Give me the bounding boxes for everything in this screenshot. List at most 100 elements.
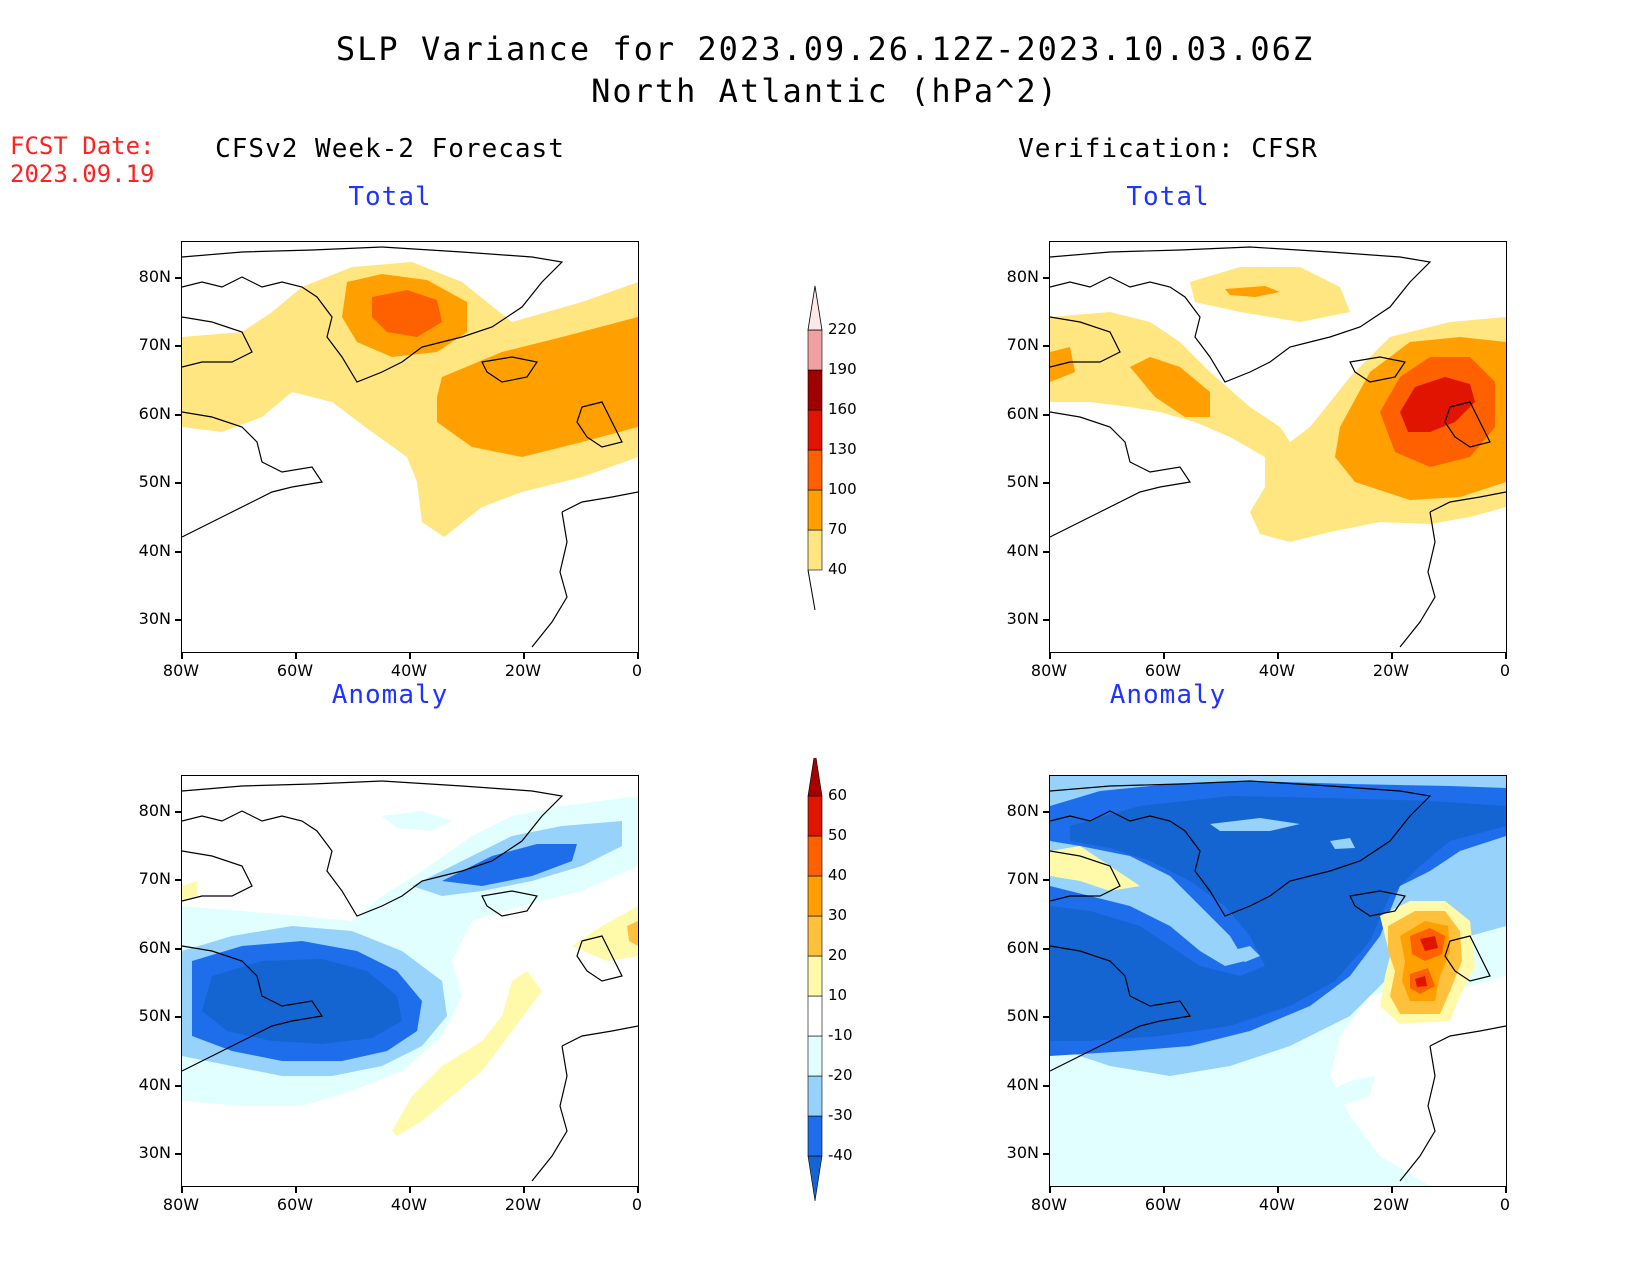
lat-tick bbox=[175, 277, 182, 279]
total-40-region bbox=[182, 262, 638, 537]
lat-tick bbox=[175, 482, 182, 484]
lat-tick bbox=[1043, 1085, 1050, 1087]
total-colorbar-tail bbox=[807, 569, 816, 611]
forecast-total-title: Total bbox=[348, 182, 432, 212]
lon-tick bbox=[523, 652, 525, 659]
lat-label: 80N bbox=[138, 801, 171, 820]
total-130-region bbox=[1400, 377, 1475, 432]
lat-tick bbox=[1043, 345, 1050, 347]
lon-label: 60W bbox=[1144, 1195, 1182, 1214]
verification-total-map bbox=[1049, 241, 1507, 653]
lat-tick bbox=[1043, 482, 1050, 484]
lon-tick bbox=[1505, 652, 1507, 659]
anomaly-colorbar-label: -10 bbox=[828, 1026, 853, 1044]
lat-tick bbox=[1043, 879, 1050, 881]
lat-tick bbox=[175, 1085, 182, 1087]
verification-anomaly-map bbox=[1049, 775, 1507, 1187]
verification-total-fields bbox=[1050, 246, 1506, 648]
anomaly-colorbar-bin bbox=[807, 955, 823, 997]
anomaly-colorbar-label: -40 bbox=[828, 1146, 853, 1164]
anomaly-colorbar-bin bbox=[807, 758, 823, 797]
lon-tick bbox=[1277, 1186, 1279, 1193]
lat-label: 60N bbox=[1006, 404, 1039, 423]
lon-label: 60W bbox=[276, 1195, 314, 1214]
verification-total-title: Total bbox=[1126, 182, 1210, 212]
fcst-date-label: FCST Date: bbox=[10, 132, 155, 160]
coastlines bbox=[182, 246, 638, 648]
total-colorbar-label: 130 bbox=[828, 440, 857, 458]
anomaly-colorbar-bin bbox=[807, 1035, 823, 1077]
total-colorbar bbox=[807, 285, 823, 611]
total-colorbar-label: 220 bbox=[828, 320, 857, 338]
total-colorbar-bin bbox=[807, 449, 823, 491]
lon-tick bbox=[637, 1186, 639, 1193]
anomaly-colorbar-label: 10 bbox=[828, 986, 848, 1004]
lon-tick bbox=[1163, 1186, 1165, 1193]
lon-label: 40W bbox=[390, 661, 428, 680]
lon-label: 80W bbox=[162, 661, 200, 680]
forecast-anomaly-title: Anomaly bbox=[331, 680, 449, 710]
main-title: SLP Variance for 2023.09.26.12Z-2023.10.… bbox=[335, 30, 1315, 68]
anomaly-colorbar-bin bbox=[807, 915, 823, 957]
lat-label: 30N bbox=[1006, 1143, 1039, 1162]
anomaly-colorbar-bin bbox=[807, 1115, 823, 1157]
verification-anomaly-fields bbox=[1050, 776, 1506, 1186]
total-colorbar-bin bbox=[807, 409, 823, 451]
lat-tick bbox=[175, 619, 182, 621]
total-colorbar-bin bbox=[807, 529, 823, 571]
total-colorbar-label: 70 bbox=[828, 520, 848, 538]
forecast-total-map bbox=[181, 241, 639, 653]
lat-tick bbox=[1043, 619, 1050, 621]
right-column-title: Verification: CFSR bbox=[1018, 134, 1318, 164]
lat-tick bbox=[175, 1153, 182, 1155]
total-colorbar-bin bbox=[807, 369, 823, 411]
lat-label: 80N bbox=[1006, 801, 1039, 820]
total-100-greenland bbox=[372, 290, 442, 337]
lon-label: 40W bbox=[1258, 1195, 1296, 1214]
total-70-labrador bbox=[1050, 347, 1210, 417]
anom-white-region bbox=[1330, 976, 1506, 1186]
lon-label: 20W bbox=[504, 1195, 542, 1214]
anomaly-colorbar-label: 30 bbox=[828, 906, 848, 924]
lat-tick bbox=[175, 414, 182, 416]
anom-neg40-region bbox=[202, 959, 402, 1044]
coastlines bbox=[1050, 246, 1506, 648]
lon-label: 80W bbox=[162, 1195, 200, 1214]
lon-tick bbox=[1505, 1186, 1507, 1193]
fcst-date-value: 2023.09.19 bbox=[10, 160, 155, 188]
total-40-greenland bbox=[1190, 267, 1350, 322]
total-colorbar-bin bbox=[807, 489, 823, 531]
lon-tick bbox=[409, 1186, 411, 1193]
lon-tick bbox=[523, 1186, 525, 1193]
anomaly-colorbar-bin bbox=[807, 1075, 823, 1117]
lon-tick bbox=[181, 652, 183, 659]
anom-neg40-region bbox=[1050, 796, 1506, 1041]
lat-label: 40N bbox=[1006, 541, 1039, 560]
forecast-total-fields bbox=[182, 246, 638, 648]
lat-tick bbox=[1043, 948, 1050, 950]
total-colorbar-label: 190 bbox=[828, 360, 857, 378]
total-colorbar-label: 100 bbox=[828, 480, 857, 498]
lat-tick bbox=[1043, 1016, 1050, 1018]
lon-tick bbox=[1163, 652, 1165, 659]
lon-label: 40W bbox=[1258, 661, 1296, 680]
lon-tick bbox=[1049, 652, 1051, 659]
anomaly-colorbar-bin bbox=[807, 995, 823, 1037]
lat-label: 50N bbox=[138, 1006, 171, 1025]
lat-tick bbox=[1043, 277, 1050, 279]
lat-label: 60N bbox=[1006, 938, 1039, 957]
lat-label: 60N bbox=[138, 404, 171, 423]
anomaly-colorbar-label: -20 bbox=[828, 1066, 853, 1084]
total-colorbar-label: 40 bbox=[828, 560, 848, 578]
lat-tick bbox=[1043, 1153, 1050, 1155]
lon-label: 80W bbox=[1030, 661, 1068, 680]
total-colorbar-bin bbox=[807, 285, 823, 331]
total-colorbar-bin bbox=[807, 329, 823, 371]
lat-tick bbox=[1043, 811, 1050, 813]
anomaly-colorbar-label: -30 bbox=[828, 1106, 853, 1124]
lat-label: 50N bbox=[1006, 472, 1039, 491]
lon-tick bbox=[1277, 652, 1279, 659]
anomaly-colorbar bbox=[807, 758, 823, 1202]
lon-label: 0 bbox=[1499, 1195, 1511, 1214]
lon-tick bbox=[637, 652, 639, 659]
